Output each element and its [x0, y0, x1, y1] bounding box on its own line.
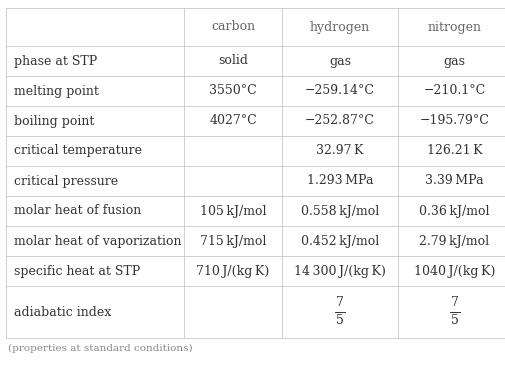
- Text: 710 J/(kg K): 710 J/(kg K): [196, 264, 270, 278]
- Text: 14 300 J/(kg K): 14 300 J/(kg K): [294, 264, 386, 278]
- Text: adiabatic index: adiabatic index: [14, 306, 111, 318]
- Text: solid: solid: [218, 54, 248, 68]
- Text: 0.558 kJ/mol: 0.558 kJ/mol: [301, 204, 379, 218]
- Text: −252.87°C: −252.87°C: [305, 114, 375, 128]
- Text: carbon: carbon: [211, 21, 255, 33]
- Text: 7: 7: [450, 297, 459, 309]
- Text: molar heat of vaporization: molar heat of vaporization: [14, 234, 181, 248]
- Text: −195.79°C: −195.79°C: [420, 114, 489, 128]
- Text: gas: gas: [329, 54, 351, 68]
- Text: 1040 J/(kg K): 1040 J/(kg K): [414, 264, 495, 278]
- Text: phase at STP: phase at STP: [14, 54, 97, 68]
- Text: specific heat at STP: specific heat at STP: [14, 264, 140, 278]
- Text: 2.79 kJ/mol: 2.79 kJ/mol: [420, 234, 489, 248]
- Text: hydrogen: hydrogen: [310, 21, 370, 33]
- Text: boiling point: boiling point: [14, 114, 94, 128]
- Text: 1.293 MPa: 1.293 MPa: [307, 174, 373, 188]
- Text: −210.1°C: −210.1°C: [423, 84, 486, 98]
- Text: 0.452 kJ/mol: 0.452 kJ/mol: [301, 234, 379, 248]
- Text: melting point: melting point: [14, 84, 99, 98]
- Text: 4027°C: 4027°C: [209, 114, 257, 128]
- Text: 3550°C: 3550°C: [209, 84, 257, 98]
- Text: molar heat of fusion: molar heat of fusion: [14, 204, 141, 218]
- Text: 0.36 kJ/mol: 0.36 kJ/mol: [419, 204, 490, 218]
- Text: 715 kJ/mol: 715 kJ/mol: [200, 234, 266, 248]
- Text: 32.97 K: 32.97 K: [316, 144, 364, 158]
- Text: 105 kJ/mol: 105 kJ/mol: [200, 204, 266, 218]
- Text: critical pressure: critical pressure: [14, 174, 118, 188]
- Text: nitrogen: nitrogen: [428, 21, 481, 33]
- Text: 5: 5: [450, 315, 459, 327]
- Text: 126.21 K: 126.21 K: [427, 144, 482, 158]
- Text: −259.14°C: −259.14°C: [305, 84, 375, 98]
- Text: critical temperature: critical temperature: [14, 144, 142, 158]
- Text: 5: 5: [336, 315, 344, 327]
- Text: (properties at standard conditions): (properties at standard conditions): [8, 344, 192, 353]
- Text: gas: gas: [443, 54, 466, 68]
- Text: 7: 7: [336, 297, 344, 309]
- Text: 3.39 MPa: 3.39 MPa: [425, 174, 484, 188]
